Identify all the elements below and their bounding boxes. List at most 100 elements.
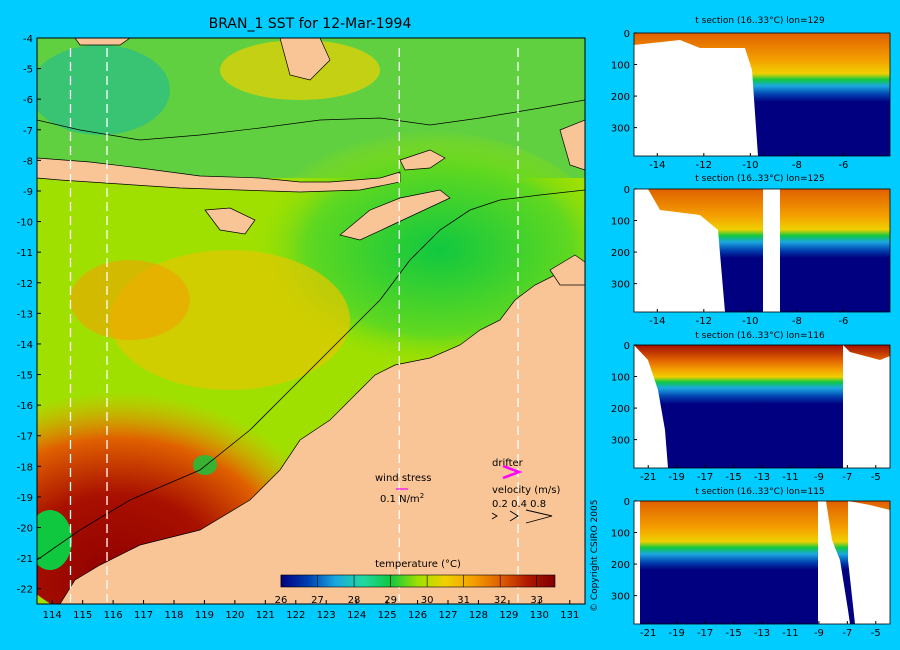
map-title: BRAN_1 SST for 12-Mar-1994 <box>209 16 412 32</box>
colorbar-tick-label: 31 <box>457 595 470 606</box>
land-mask <box>634 40 758 156</box>
y-tick-label: -6 <box>23 95 33 106</box>
y-tick-label: -5 <box>23 65 33 76</box>
y-tick-label: 200 <box>611 92 630 103</box>
x-tick-label: 128 <box>469 610 488 621</box>
colorbar-tick-label: 29 <box>384 595 397 606</box>
x-tick-label: -7 <box>842 472 852 483</box>
section-panels: t section (16..33°C) lon=129 -14 -12 -10 -8… <box>590 16 891 639</box>
land-sumba <box>204 207 256 235</box>
y-tick-label: 200 <box>611 248 630 259</box>
section-panel-lon125: t section (16..33°C) lon=125 -14 -12 -10 -8… <box>611 174 891 327</box>
x-tick-label: -13 <box>754 628 770 639</box>
land-mask <box>848 501 890 624</box>
y-tick-label: 300 <box>611 280 630 291</box>
x-tick-label: -12 <box>696 160 712 171</box>
x-tick-label: -11 <box>782 628 798 639</box>
x-tick-label: -15 <box>725 472 741 483</box>
x-tick-label: -14 <box>649 160 665 171</box>
x-tick-label: 114 <box>43 610 62 621</box>
land-mask <box>843 345 890 468</box>
y-tick-label: 100 <box>611 529 630 540</box>
colorbar: temperature (°C) 26 27 28 29 30 31 32 33 <box>275 559 556 606</box>
land-australia <box>59 267 585 604</box>
x-tick-label: -21 <box>640 472 656 483</box>
x-tick-label: -10 <box>742 160 758 171</box>
y-tick-label: 300 <box>611 592 630 603</box>
land-sumatra-java <box>37 157 401 193</box>
x-tick-label: 120 <box>225 610 244 621</box>
x-tick-label: 127 <box>438 610 457 621</box>
y-tick-label: -21 <box>17 554 33 565</box>
y-tick-label: -14 <box>17 340 33 351</box>
y-tick-label: 300 <box>611 124 630 135</box>
section-panel-lon116: t section (16..33°C) lon=116 -21 -19 -17 -1… <box>611 331 891 483</box>
x-tick-label: 122 <box>286 610 305 621</box>
isobath-contour-north <box>37 99 585 141</box>
x-tick-label: 117 <box>134 610 153 621</box>
x-tick-label: -11 <box>782 472 798 483</box>
land-mask <box>634 345 668 468</box>
x-tick-label: -13 <box>754 472 770 483</box>
map-x-ticks: 114 115 116 117 118 119 120 121 122 123 124 125 126 1… <box>43 600 579 621</box>
y-tick-label: 100 <box>611 61 630 72</box>
section-lines <box>69 48 519 602</box>
x-tick-label: 126 <box>408 610 427 621</box>
x-tick-label: 125 <box>378 610 397 621</box>
x-tick-label: -19 <box>668 472 684 483</box>
velocity-label: velocity (m/s) <box>492 485 560 496</box>
wind-stress-label: wind stress <box>375 473 431 484</box>
land-sulawesi <box>279 38 331 81</box>
y-tick-label: -17 <box>17 432 33 443</box>
isobath-contour <box>37 189 585 561</box>
section-panel-lon129: t section (16..33°C) lon=129 -14 -12 -10 -8… <box>611 16 891 171</box>
y-tick-label: -4 <box>23 34 33 45</box>
x-tick-label: 130 <box>530 610 549 621</box>
x-tick-label: 119 <box>195 610 214 621</box>
x-tick-label: -8 <box>792 160 802 171</box>
colorbar-tick-label: 33 <box>530 595 543 606</box>
x-tick-label: -19 <box>668 628 684 639</box>
y-tick-label: -20 <box>17 524 33 535</box>
panel-title: t section (16..33°C) lon=115 <box>695 487 824 497</box>
y-tick-label: 0 <box>624 341 630 352</box>
velocity-scale: 0.2 0.4 0.8 <box>492 499 546 510</box>
x-tick-label: 116 <box>104 610 123 621</box>
map-legend: wind stress 0.1 N/m2 drifter velocity (m… <box>375 458 560 524</box>
y-tick-label: -9 <box>23 187 33 198</box>
colorbar-ticks: 26 27 28 29 30 31 32 33 <box>275 575 543 606</box>
wind-scale-label: 0.1 N/m2 <box>380 492 424 505</box>
panel-title: t section (16..33°C) lon=129 <box>695 16 825 26</box>
y-tick-label: -10 <box>17 218 33 229</box>
x-tick-label: -6 <box>838 160 848 171</box>
colorbar-tick-label: 32 <box>494 595 507 606</box>
x-tick-label: -17 <box>697 628 713 639</box>
map-y-ticks: -4 -5 -6 -7 -8 -9 -10 -11 -12 -13 -14 -15 -16 -17 -18 -… <box>17 34 41 596</box>
land-tanimbar <box>549 254 585 286</box>
colorbar-tick-label: 26 <box>275 595 288 606</box>
sst-map: BRAN_1 SST for 12-Mar-1994 <box>17 16 586 621</box>
land-mask <box>634 501 640 624</box>
y-tick-label: -11 <box>17 248 33 259</box>
y-tick-label: 0 <box>624 185 630 196</box>
x-tick-label: 131 <box>560 610 579 621</box>
colorbar-label: temperature (°C) <box>375 559 461 570</box>
land-timor <box>339 189 451 241</box>
y-tick-label: 200 <box>611 404 630 415</box>
x-tick-label: -12 <box>696 316 712 327</box>
section-panel-lon115: t section (16..33°C) lon=115 -21 -19 -17 -1… <box>611 487 891 639</box>
panel-title: t section (16..33°C) lon=125 <box>695 174 824 184</box>
drifter-label: drifter <box>492 458 524 469</box>
y-tick-label: -7 <box>23 126 33 137</box>
y-tick-label: 0 <box>624 29 630 40</box>
y-tick-label: -19 <box>17 493 33 504</box>
x-tick-label: -14 <box>649 316 665 327</box>
y-tick-label: 0 <box>624 497 630 508</box>
x-tick-label: 129 <box>499 610 518 621</box>
x-tick-label: -10 <box>742 316 758 327</box>
x-tick-label: 115 <box>73 610 92 621</box>
y-tick-label: -18 <box>17 462 33 473</box>
map-frame <box>36 37 586 605</box>
x-tick-label: 123 <box>317 610 336 621</box>
